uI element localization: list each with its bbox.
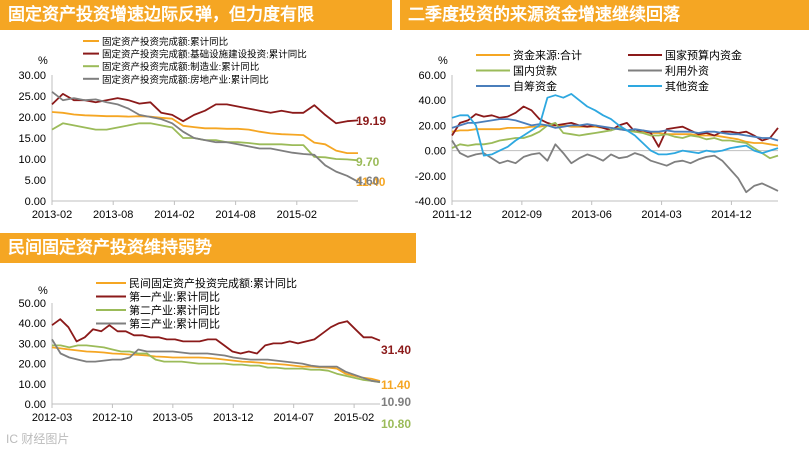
chart2-legend-label-2: 国家预算内资金 (665, 48, 742, 62)
chart1-series-line-4 (51, 91, 359, 183)
chart3-end-label-3: 10.80 (381, 417, 411, 431)
chart3-end-label-4: 10.90 (381, 395, 411, 409)
chart2-series-line-5 (451, 118, 779, 142)
chart2-legend-label-3: 国内贷款 (513, 64, 557, 78)
chart3-x-tick-label: 2013-05 (153, 412, 193, 424)
chart1-legend-label-1: 固定资产投资完成额:累计同比 (102, 36, 228, 48)
chart2-legend-label-1: 资金来源:合计 (513, 48, 582, 62)
chart2-y-axis-label: % (438, 55, 448, 67)
chart1-legend-label-4: 固定资产投资完成额:房地产业:累计同比 (102, 74, 269, 86)
chart3-title: 民间固定资产投资维持弱势 (0, 233, 416, 263)
chart2-x-tick-label: 2014-12 (711, 209, 751, 221)
chart3-y-axis-label: % (38, 285, 48, 297)
chart3-legend-label-2: 第一产业:累计同比 (129, 290, 220, 304)
chart2-y-tick-label: -40.00 (415, 196, 446, 208)
chart2-x-tick-label: 2014-03 (641, 209, 681, 221)
chart2-y-tick-label: 40.00 (418, 95, 446, 107)
chart2-x-tick-label: 2011-12 (432, 209, 472, 221)
chart2-x-tick-label: 2012-09 (502, 209, 542, 221)
chart3-y-tick-label: 20.00 (18, 359, 46, 371)
chart2-legend-label-6: 其他资金 (665, 79, 709, 93)
chart3-y-tick-label: 40.00 (18, 318, 46, 330)
chart3-legend-label-1: 民间固定资产投资完成额:累计同比 (129, 276, 297, 290)
chart3-legend-label-4: 第三产业:累计同比 (129, 317, 220, 331)
chart1-y-tick-label: 0.00 (25, 196, 46, 208)
chart2-y-tick-label: 60.00 (418, 70, 446, 82)
chart3-y-tick-label: 10.00 (18, 379, 46, 391)
chart1-y-tick-label: 25.00 (18, 91, 46, 103)
chart1-x-tick-label: 2013-02 (32, 209, 72, 221)
chart2-y-tick-label: -20.00 (415, 171, 446, 183)
chart2-title: 二季度投资的来源资金增速继续回落 (400, 0, 809, 30)
chart3-x-tick-label: 2012-10 (92, 412, 132, 424)
chart3-series-line-4 (51, 338, 381, 383)
chart1-series-line-1 (51, 111, 358, 155)
chart1-y-tick-label: 5.00 (25, 175, 46, 187)
chart1-end-label-3: 9.70 (356, 155, 380, 169)
chart3-y-tick-label: 30.00 (18, 338, 46, 350)
watermark: IC 财经图片 (6, 432, 70, 446)
chart1-legend-label-2: 固定资产投资完成额:基础设施建设投资:累计同比 (102, 49, 307, 61)
chart1-x-tick-label: 2013-08 (93, 209, 133, 221)
chart1-y-tick-label: 15.00 (18, 133, 46, 145)
chart1-x-tick-label: 2015-02 (277, 209, 317, 221)
chart3-x-tick-label: 2013-12 (213, 412, 253, 424)
chart3-x-tick-label: 2014-07 (273, 412, 313, 424)
chart3-y-tick-label: 0.00 (25, 399, 46, 411)
chart1-end-label-4: 4.60 (356, 174, 380, 188)
chart2-series-line-4 (451, 140, 779, 194)
chart3-series-line-2 (51, 318, 381, 355)
chart3-end-label-2: 31.40 (381, 343, 411, 357)
chart3-end-label-1: 11.40 (381, 378, 411, 392)
chart3-x-tick-label: 2012-03 (32, 412, 72, 424)
chart3-series-line-3 (52, 344, 381, 384)
chart1-legend-label-3: 固定资产投资完成额:制造业:累计同比 (102, 61, 259, 73)
chart1-title: 固定资产投资增速边际反弹，但力度有限 (0, 0, 392, 30)
chart1-end-label-2: 19.19 (356, 114, 386, 128)
chart2-y-tick-label: 0.00 (425, 146, 446, 158)
chart2-x-tick-label: 2013-06 (572, 209, 612, 221)
chart1-x-tick-label: 2014-08 (215, 209, 255, 221)
chart3-x-tick-label: 2015-02 (334, 412, 374, 424)
chart3-y-tick-label: 50.00 (18, 298, 46, 310)
chart1-end-label-1: 11.40 (356, 175, 386, 189)
chart1-y-tick-label: 30.00 (18, 70, 46, 82)
chart2-y-tick-label: 20.00 (418, 120, 446, 132)
chart1-y-axis-label: % (38, 55, 48, 67)
chart1-series-line-2 (51, 93, 359, 125)
chart3-legend-label-3: 第二产业:累计同比 (129, 303, 220, 317)
chart1-x-tick-label: 2014-02 (154, 209, 194, 221)
chart2-legend-label-4: 利用外资 (665, 65, 709, 78)
chart1-y-tick-label: 20.00 (18, 112, 46, 124)
chart2-series-line-6 (451, 93, 779, 157)
chart2-legend-label-5: 自筹资金 (513, 79, 557, 93)
chart1-y-tick-label: 10.00 (18, 154, 46, 166)
